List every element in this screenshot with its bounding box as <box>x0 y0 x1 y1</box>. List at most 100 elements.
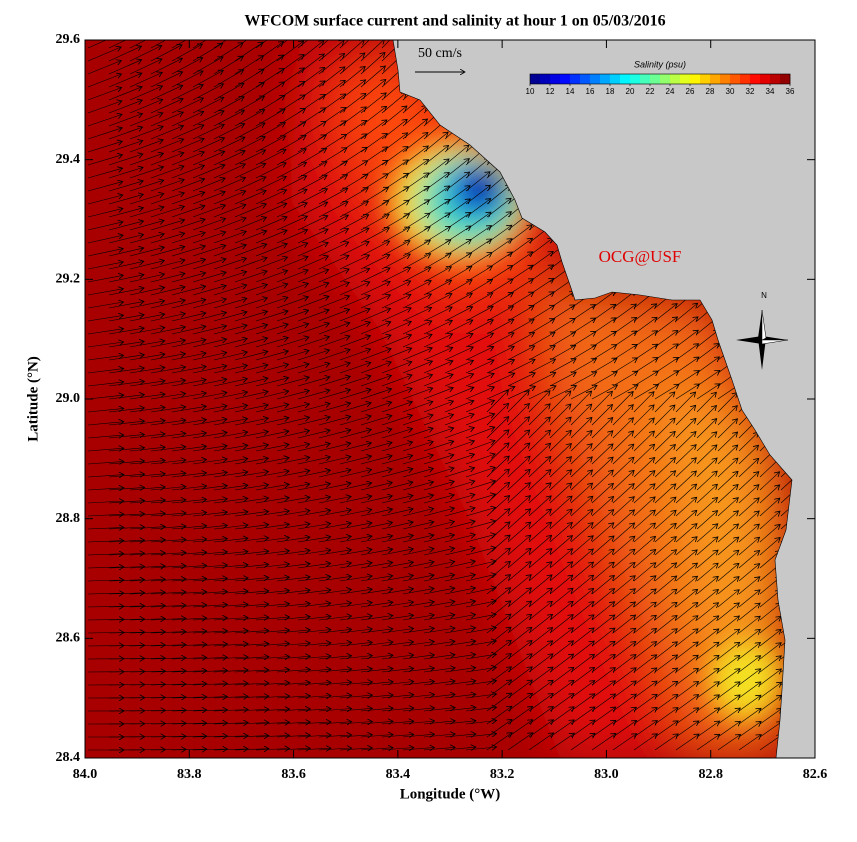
current-arrow <box>654 445 675 465</box>
x-tick-label: 83.0 <box>594 767 619 782</box>
current-arrow <box>213 459 248 465</box>
current-arrow <box>129 220 164 231</box>
current-arrow <box>339 215 369 231</box>
current-arrow <box>150 367 186 374</box>
current-arrow <box>276 404 309 413</box>
current-arrow <box>255 217 287 231</box>
current-arrow <box>129 261 164 270</box>
current-arrow <box>108 288 144 296</box>
current-arrow <box>129 447 165 452</box>
current-arrow <box>108 235 144 244</box>
current-arrow <box>213 137 245 153</box>
current-arrow <box>150 460 186 465</box>
current-arrow <box>486 443 509 465</box>
current-arrow <box>150 273 185 283</box>
current-arrow <box>423 374 453 387</box>
current-arrow <box>318 309 350 322</box>
current-arrow <box>171 246 205 257</box>
current-arrow <box>213 298 247 309</box>
current-arrow <box>87 235 123 244</box>
current-arrow <box>129 247 164 257</box>
current-arrow <box>360 416 392 426</box>
colorbar-cell <box>670 74 681 84</box>
current-arrow <box>171 393 206 400</box>
compass-label: N <box>761 291 767 300</box>
current-arrow <box>87 395 124 400</box>
colorbar-cell <box>630 74 641 84</box>
current-arrow <box>87 88 122 101</box>
current-arrow <box>171 139 204 153</box>
current-arrow <box>528 443 551 465</box>
current-arrow <box>213 392 248 400</box>
current-arrow <box>150 166 184 179</box>
current-arrow <box>150 45 182 62</box>
current-arrow <box>108 448 145 452</box>
current-arrow <box>360 241 390 257</box>
current-arrow <box>339 295 370 309</box>
current-arrow <box>717 432 738 452</box>
current-arrow <box>339 228 369 244</box>
current-arrow <box>276 243 308 257</box>
colorbar-cell <box>610 74 621 84</box>
current-arrow <box>549 444 571 465</box>
current-arrow <box>255 163 286 179</box>
current-arrow <box>213 419 248 426</box>
current-arrow <box>486 293 513 309</box>
y-tick-label: 28.6 <box>56 631 81 646</box>
current-arrow <box>696 357 719 374</box>
current-arrow <box>255 351 288 361</box>
current-arrow <box>213 258 247 270</box>
current-arrow <box>297 377 330 387</box>
colorbar-tick-label: 16 <box>586 87 595 96</box>
current-arrow <box>486 360 515 374</box>
current-arrow <box>444 401 474 413</box>
current-arrow <box>570 358 597 374</box>
current-arrow <box>339 429 371 439</box>
current-arrow <box>171 179 205 192</box>
current-arrow <box>570 385 597 400</box>
current-arrow <box>633 304 657 322</box>
current-arrow <box>465 279 493 296</box>
current-arrow <box>612 392 633 413</box>
current-arrow <box>255 311 288 322</box>
current-arrow <box>87 262 123 270</box>
current-arrow <box>276 351 309 361</box>
current-arrow <box>150 180 184 192</box>
current-arrow <box>318 390 350 400</box>
current-arrow <box>87 475 124 477</box>
current-arrow <box>402 254 431 270</box>
current-arrow <box>234 271 267 283</box>
current-arrow <box>129 354 165 361</box>
current-arrow <box>150 300 185 309</box>
current-arrow <box>129 207 164 218</box>
current-arrow <box>318 416 351 426</box>
current-arrow <box>444 361 473 374</box>
current-arrow <box>675 357 699 374</box>
current-arrow <box>213 245 246 257</box>
current-arrow <box>423 334 453 348</box>
current-arrow <box>675 432 696 452</box>
current-arrow <box>423 441 454 452</box>
current-arrow <box>171 473 207 478</box>
current-arrow <box>276 203 307 218</box>
current-arrow <box>255 324 288 335</box>
current-arrow <box>171 326 206 335</box>
current-arrow <box>360 376 391 387</box>
current-arrow <box>108 114 143 127</box>
current-arrow <box>570 444 592 465</box>
current-arrow <box>486 279 513 296</box>
current-arrow <box>381 429 413 439</box>
current-arrow <box>360 295 390 309</box>
current-arrow <box>738 445 759 465</box>
current-arrow <box>318 242 349 257</box>
current-arrow <box>696 445 717 465</box>
current-arrow <box>108 341 144 348</box>
current-arrow <box>423 321 452 335</box>
current-arrow <box>360 429 392 439</box>
current-arrow <box>108 221 144 231</box>
current-arrow <box>171 313 206 322</box>
current-arrow <box>108 474 145 477</box>
current-arrow <box>696 370 720 387</box>
current-arrow <box>87 329 124 335</box>
current-arrow <box>570 372 597 387</box>
